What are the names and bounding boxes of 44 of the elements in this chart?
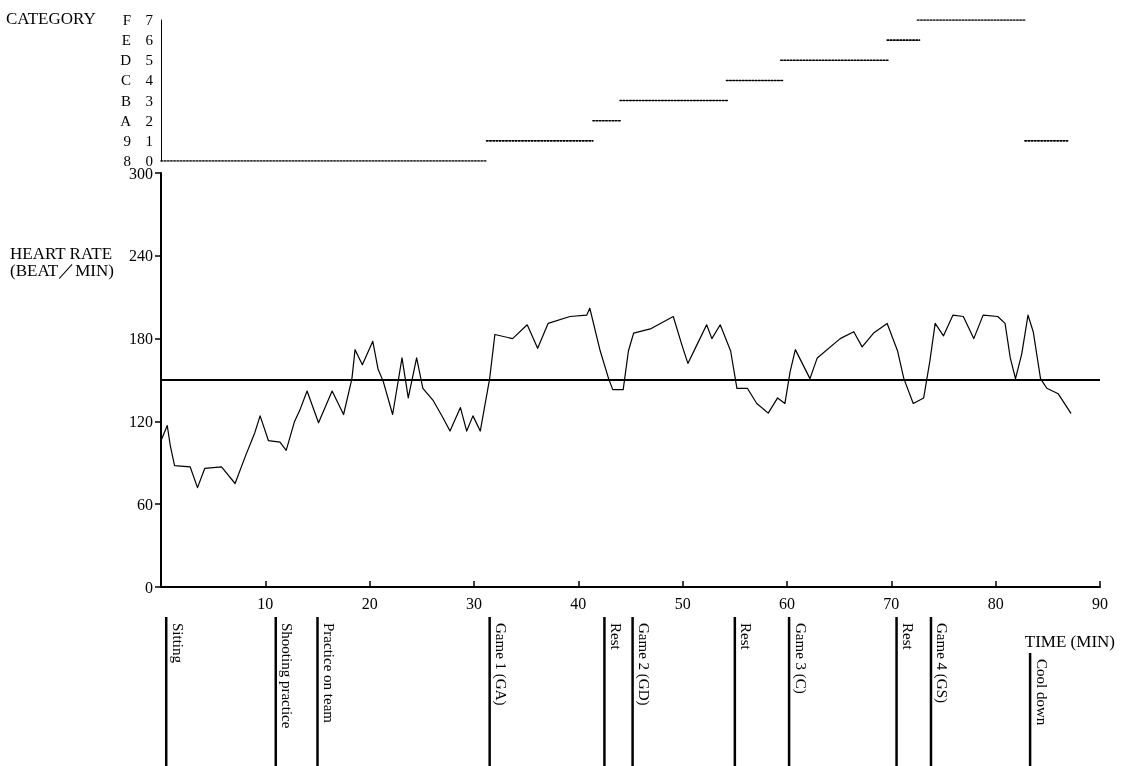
x-tick-label: 20: [361, 594, 378, 612]
ref-line-label: Game 2 (GD): [635, 623, 653, 706]
y-tick-label: 3: [145, 92, 153, 109]
y2-tick-label: D: [120, 52, 132, 69]
y-axis-title: HEART RATE (BEAT／MIN): [10, 244, 114, 280]
y-tick-label: 180: [129, 330, 153, 348]
ref-line-label: Game 3 (C): [791, 623, 809, 694]
y-tick-label: 5: [145, 52, 153, 69]
y2-tick-label: E: [121, 32, 131, 49]
y-tick-label: 6: [145, 32, 154, 49]
ref-line-label: Sitting: [169, 623, 186, 664]
y-tick-label: 7: [145, 12, 154, 28]
y2-tick-label: B: [120, 92, 131, 109]
x-tick-label: 40: [570, 594, 587, 612]
x-tick-label: 60: [779, 594, 795, 612]
y-tick-label: 240: [129, 247, 153, 265]
x-tick-label: 70: [883, 594, 900, 612]
ref-line-label: Cool down: [1033, 659, 1050, 726]
y2-tick-label: C: [120, 72, 131, 89]
x-tick-label: 30: [466, 594, 482, 612]
x-axis-title: TIME (MIN): [1024, 632, 1115, 651]
ref-line-label: Game 4 (GS): [933, 623, 951, 703]
ref-line-label: Rest: [900, 623, 917, 651]
y-tick-label: 1: [145, 132, 153, 149]
x-tick-label: 50: [674, 594, 691, 612]
ref-line-label: Practice on team: [321, 623, 337, 724]
y-tick-label: 4: [145, 72, 154, 89]
y-tick-label: 0: [145, 578, 153, 596]
y-tick-label: 60: [137, 495, 153, 513]
y2-tick-label: 9: [123, 132, 131, 149]
x-tick-label: 90: [1092, 594, 1108, 612]
ref-line-label: Shooting practice: [279, 623, 296, 729]
ref-line-label: Game 1 (GA): [492, 623, 510, 706]
y2-tick-label: F: [122, 12, 131, 28]
y2-tick-label: 8: [123, 153, 131, 169]
y-tick-label: 2: [145, 112, 153, 129]
y2-axis-title: CATEGORY: [6, 9, 96, 28]
ref-line-label: Rest: [738, 623, 755, 651]
ref-line-label: Rest: [607, 623, 624, 651]
x-tick-label: 80: [987, 594, 1004, 612]
y2-tick-label: A: [120, 112, 132, 129]
x-tick-label: 10: [257, 594, 274, 612]
y-tick-label: 0: [145, 153, 153, 169]
y-tick-label: 120: [129, 412, 153, 430]
